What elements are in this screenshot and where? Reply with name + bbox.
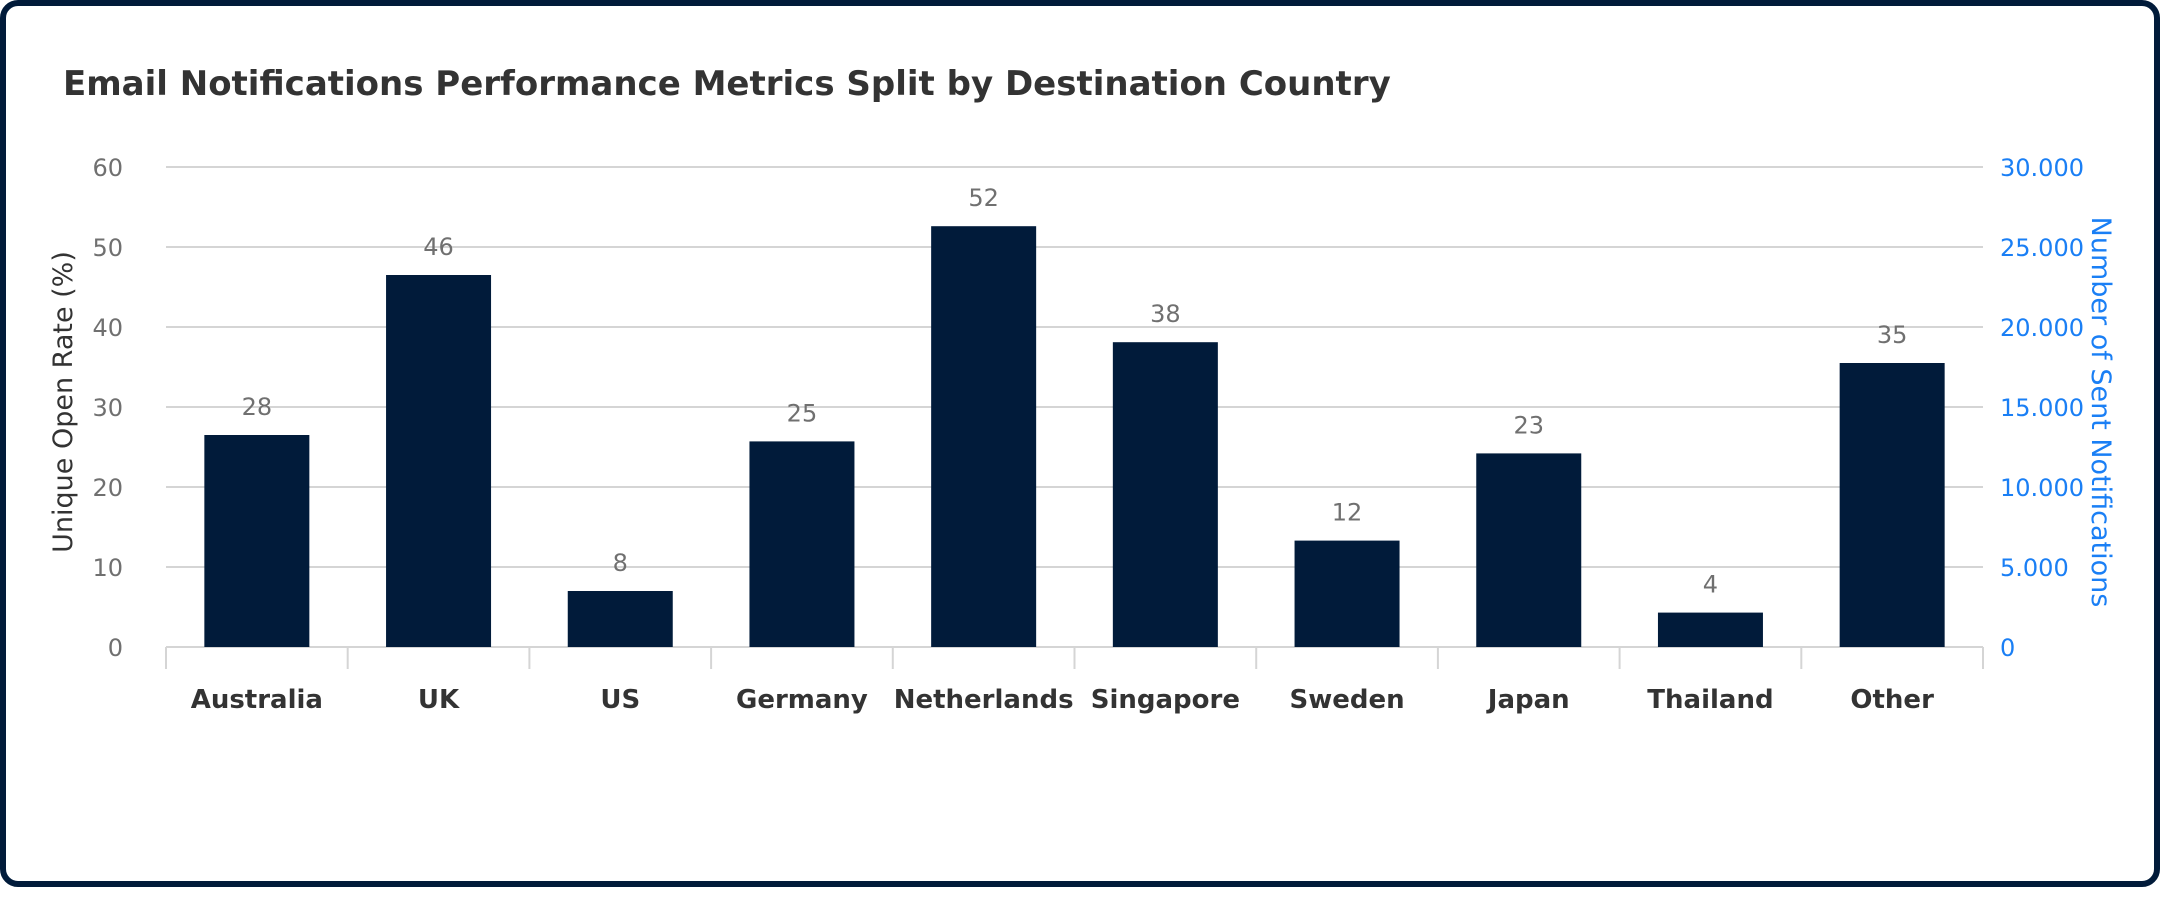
x-tick-label: Australia [191, 685, 323, 715]
data-label: 25 [787, 399, 818, 427]
bar-us [567, 591, 673, 647]
y-left-tick-label: 40 [92, 314, 123, 342]
y-left-tick-label: 20 [92, 474, 123, 502]
y-right-tick-label: 25.000 [2000, 234, 2084, 262]
y-right-tick-label: 15.000 [2000, 394, 2084, 422]
y-left-tick-label: 60 [92, 154, 123, 182]
x-tick-label: Singapore [1091, 685, 1240, 715]
x-tick-label: Sweden [1289, 685, 1404, 715]
x-tick-label: Germany [736, 685, 868, 715]
data-label: 38 [1150, 300, 1181, 328]
y-right-tick-label: 0 [2000, 634, 2015, 662]
data-label: 28 [242, 393, 273, 421]
y-right-tick-label: 20.000 [2000, 314, 2084, 342]
y-axis-right-label: Number of Sent Notifications [2085, 217, 2116, 608]
y-right-tick-label: 10.000 [2000, 474, 2084, 502]
y-axis-left-label: Unique Open Rate (%) [48, 251, 79, 553]
y-right-tick-label: 30.000 [2000, 154, 2084, 182]
data-label: 35 [1877, 321, 1908, 349]
data-label: 8 [613, 549, 628, 577]
data-label: 12 [1332, 499, 1363, 527]
bar-netherlands [931, 226, 1037, 647]
bar-sweden [1294, 540, 1400, 647]
bar-other [1839, 363, 1945, 647]
bar-australia [204, 435, 310, 647]
data-label: 4 [1703, 571, 1718, 599]
bar-uk [386, 275, 492, 647]
bar-thailand [1657, 612, 1763, 647]
bar-germany [749, 441, 855, 647]
x-tick-label: Other [1850, 685, 1934, 715]
data-label: 52 [968, 184, 999, 212]
data-label: 23 [1513, 411, 1544, 439]
y-left-tick-label: 10 [92, 554, 123, 582]
x-tick-label: US [600, 685, 640, 715]
data-label: 46 [423, 233, 454, 261]
y-left-tick-label: 50 [92, 234, 123, 262]
chart-title: Email Notifications Performance Metrics … [63, 64, 1391, 104]
bar-japan [1476, 453, 1582, 647]
x-tick-label: UK [418, 685, 460, 715]
bar-singapore [1112, 342, 1218, 647]
y-right-tick-label: 5.000 [2000, 554, 2069, 582]
bars [204, 226, 1945, 647]
y-left-tick-label: 0 [108, 634, 123, 662]
x-tick-label: Japan [1486, 685, 1570, 715]
x-tick-label: Thailand [1647, 685, 1773, 715]
y-left-tick-label: 30 [92, 394, 123, 422]
labels: 28 Australia 46 UK 8 US 25 Germany 52 Netherlands… [191, 184, 1934, 715]
x-tick-label: Netherlands [894, 685, 1074, 715]
